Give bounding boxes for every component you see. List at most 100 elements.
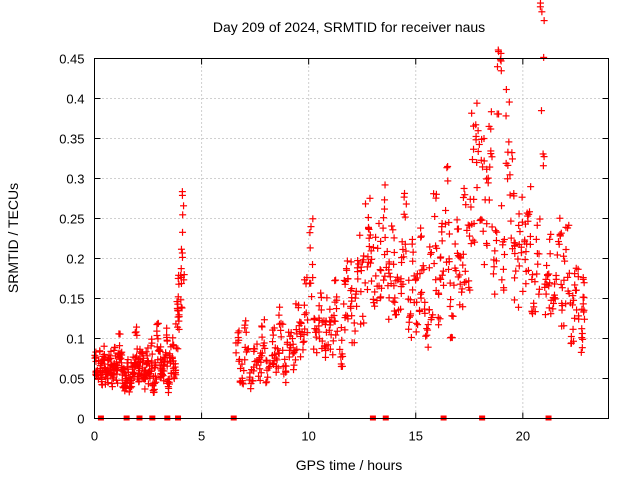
data-point [399,280,407,288]
data-point [485,122,493,130]
data-point [533,270,541,278]
data-point [310,315,318,323]
data-point [409,248,417,256]
y-tick-label: 0.3 [66,172,84,187]
data-point [388,222,396,230]
data-point [304,316,312,324]
data-point [153,327,161,335]
data-point [402,200,410,208]
data-point [401,240,409,248]
data-point [428,314,436,322]
data-point [480,261,488,269]
data-point [271,344,279,352]
data-point [401,189,409,197]
data-point [113,362,121,370]
data-point [440,281,448,289]
data-point [236,378,244,386]
data-point [432,194,440,202]
data-point [159,372,167,380]
data-point [381,181,389,189]
data-point [154,319,162,327]
data-point [473,99,481,107]
data-point [116,355,124,363]
data-point [369,295,377,303]
data-point [522,280,530,288]
data-point [437,275,445,283]
data-point [291,346,299,354]
data-point [100,342,108,350]
data-point [564,287,572,295]
data-point [565,221,573,229]
data-point [249,377,257,385]
data-point [151,379,159,387]
data-point [439,267,447,275]
data-point [528,307,536,315]
data-point [514,255,522,263]
data-point [326,321,334,329]
data-point [515,303,523,311]
data-point [365,225,373,233]
data-point [448,334,456,342]
data-point [399,245,407,253]
data-point [348,294,356,302]
data-point [153,321,161,329]
data-point [523,209,531,217]
data-point [417,224,425,232]
data-point [443,258,451,266]
data-point [497,67,505,75]
data-point [420,265,428,273]
data-point [579,275,587,283]
data-point [535,290,543,298]
data-point [253,340,261,348]
data-point [169,334,177,342]
chart-title: Day 209 of 2024, SRMTID for receiver nau… [213,19,485,35]
data-point [465,277,473,285]
data-point [556,230,564,238]
data-point [381,233,389,241]
data-point [475,140,483,148]
data-point [289,340,297,348]
data-point [322,317,330,325]
data-point [322,342,330,350]
data-point [151,363,159,371]
data-point [241,343,249,351]
data-point [309,274,317,282]
y-axis-title: SRMTID / TECUs [5,183,21,293]
data-point [241,321,249,329]
data-point [515,221,523,229]
data-point [405,313,413,321]
data-point [456,301,464,309]
data-point [104,379,112,387]
data-point [365,234,373,242]
data-point [336,345,344,353]
data-point [470,195,478,203]
data-point [496,56,504,64]
data-point [333,293,341,301]
data-point [491,247,499,255]
data-point [445,265,453,273]
data-point [510,192,518,200]
data-point [310,345,318,353]
data-point [499,238,507,246]
data-point [344,275,352,283]
data-point [271,350,279,358]
data-point [490,263,498,271]
data-point [492,236,500,244]
data-point [451,240,459,248]
data-point [366,194,374,202]
data-point [281,355,289,363]
data-point [323,294,331,302]
data-point [512,267,520,275]
data-point [545,282,553,290]
data-point [343,257,351,265]
data-point [354,275,362,283]
data-point [432,242,440,250]
data-point [318,337,326,345]
data-point [463,226,471,234]
data-point [495,110,503,118]
data-point [425,306,433,314]
data-point [272,354,280,362]
data-point [453,216,461,224]
data-point [461,267,469,275]
data-point [116,342,124,350]
